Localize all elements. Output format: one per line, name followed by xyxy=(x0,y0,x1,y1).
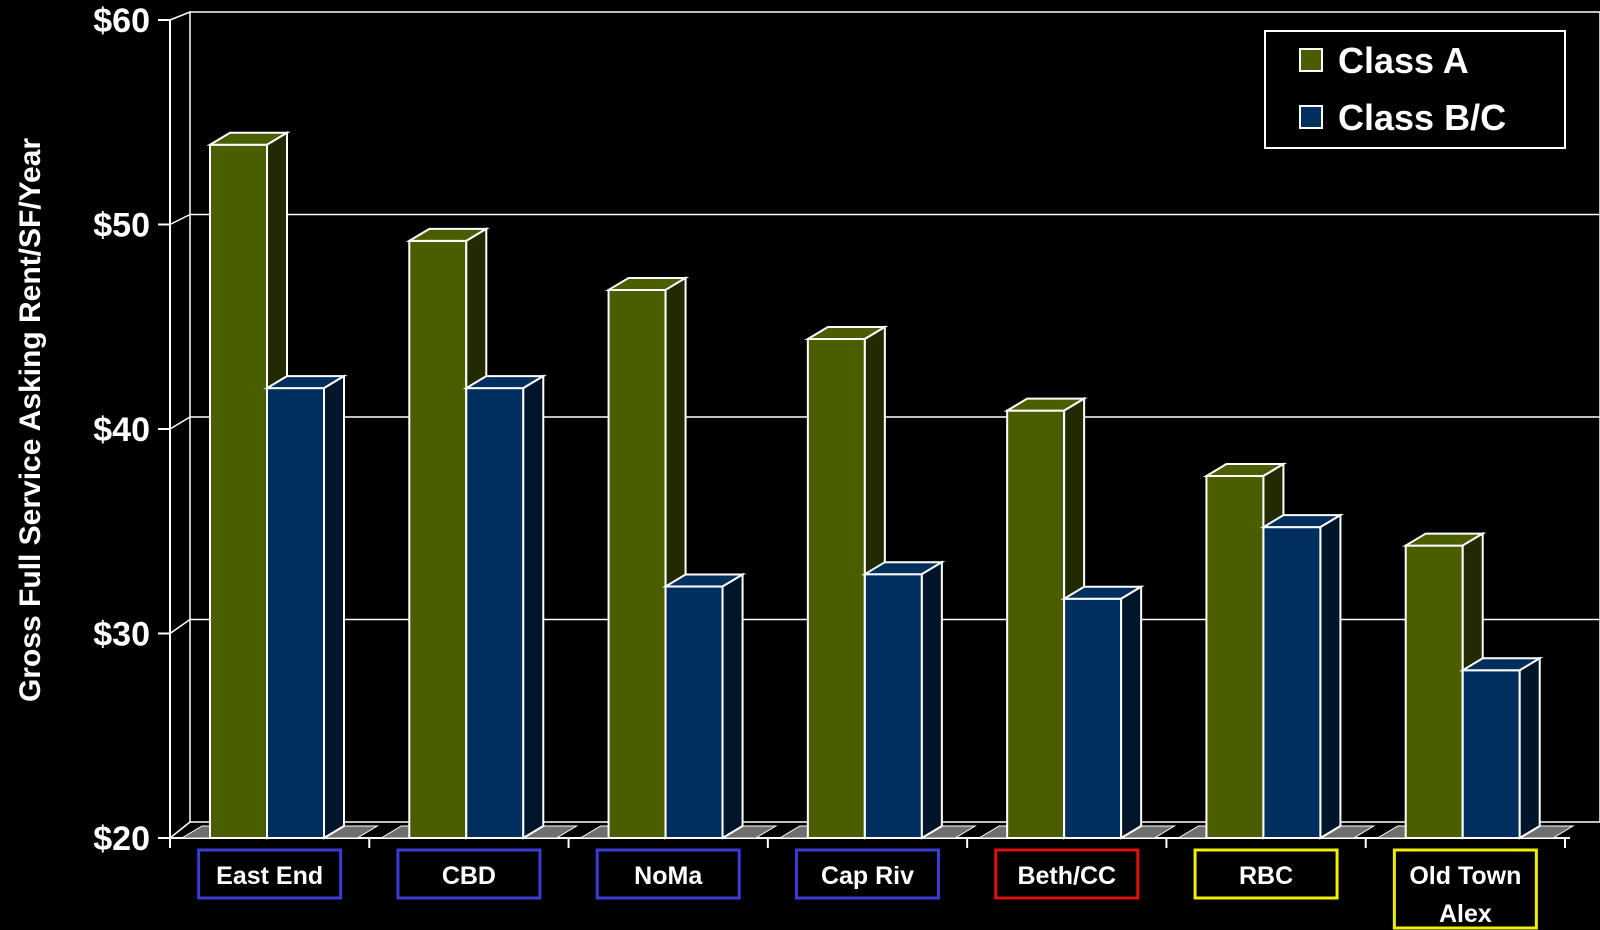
bar-front xyxy=(607,288,667,839)
legend-label-class-a: Class A xyxy=(1338,40,1469,81)
bar-front xyxy=(1205,475,1265,839)
bar-side xyxy=(522,374,545,840)
bar-class-b-c-noma xyxy=(661,572,747,840)
gridline-side-2 xyxy=(169,416,191,430)
category-box-cbd xyxy=(396,848,542,900)
bar-front xyxy=(465,387,525,839)
bar-class-b-c-cap-riv xyxy=(861,560,946,840)
category-label-beth-cc: Beth/CC xyxy=(1017,862,1116,890)
bar-front xyxy=(863,573,923,839)
category-label-old-town-alex-line-1: Old Town xyxy=(1409,862,1521,890)
category-box-old-town-alex xyxy=(1392,848,1538,930)
y-tick-label-4: $60 xyxy=(93,2,150,40)
bar-class-b-c-beth-cc xyxy=(1060,584,1145,840)
bar-front xyxy=(664,585,724,840)
bar-side xyxy=(1319,513,1342,840)
category-label-east-end: East End xyxy=(216,862,323,890)
bar-front xyxy=(408,239,468,840)
bars xyxy=(180,130,1575,840)
bar-front xyxy=(1063,597,1123,839)
bar-side xyxy=(1518,656,1541,840)
bar-front xyxy=(1006,409,1066,839)
category-label-old-town-alex-line-2: Alex xyxy=(1439,900,1492,928)
y-tick-label-0: $20 xyxy=(93,820,150,858)
category-box-cap-riv xyxy=(795,848,940,900)
bar-side xyxy=(1120,584,1143,840)
bar-side xyxy=(920,560,943,840)
gridline-side-3 xyxy=(169,213,191,226)
gridline-side-0 xyxy=(169,821,191,839)
y-tick-label-3: $50 xyxy=(93,207,150,245)
bar-front xyxy=(1461,669,1521,839)
category-labels: East End CBD NoMa Cap Riv Beth/CC RBC Old Town… xyxy=(197,848,1538,930)
y-tick-labels: $20 $30 $40 $50 $60 xyxy=(93,2,150,858)
bar-front xyxy=(1404,544,1464,839)
bar-front xyxy=(209,143,268,839)
legend-swatch-class-bc xyxy=(1299,105,1323,129)
gridline-side-4 xyxy=(169,11,191,21)
legend: Class A Class B/C xyxy=(1264,30,1566,149)
gridline-side-1 xyxy=(169,618,191,635)
legend-label-class-bc: Class B/C xyxy=(1338,97,1506,138)
y-tick-label-2: $40 xyxy=(93,411,150,449)
legend-swatch-class-a xyxy=(1299,48,1323,72)
bar-side xyxy=(721,572,744,840)
category-box-noma xyxy=(595,848,741,900)
category-label-noma: NoMa xyxy=(634,862,703,890)
y-axis-title: Gross Full Service Asking Rent/SF/Year xyxy=(14,138,47,702)
y-tick-label-1: $30 xyxy=(93,616,150,654)
bar-front xyxy=(266,387,325,839)
bar-class-b-c-east-end xyxy=(263,374,348,840)
category-label-rbc: RBC xyxy=(1239,862,1293,890)
bar-front xyxy=(1262,526,1322,839)
bar-side xyxy=(323,374,345,840)
bar-class-b-c-cbd xyxy=(462,374,547,840)
bar-front xyxy=(806,338,866,839)
category-box-rbc xyxy=(1193,848,1339,900)
bar-class-b-c-rbc xyxy=(1259,513,1345,840)
bar-class-b-c-old-town-alex xyxy=(1459,656,1544,840)
category-label-cap-riv: Cap Riv xyxy=(821,862,914,890)
category-box-beth-cc xyxy=(994,848,1140,900)
category-box-east-end xyxy=(197,848,343,900)
category-label-cbd: CBD xyxy=(442,862,496,890)
